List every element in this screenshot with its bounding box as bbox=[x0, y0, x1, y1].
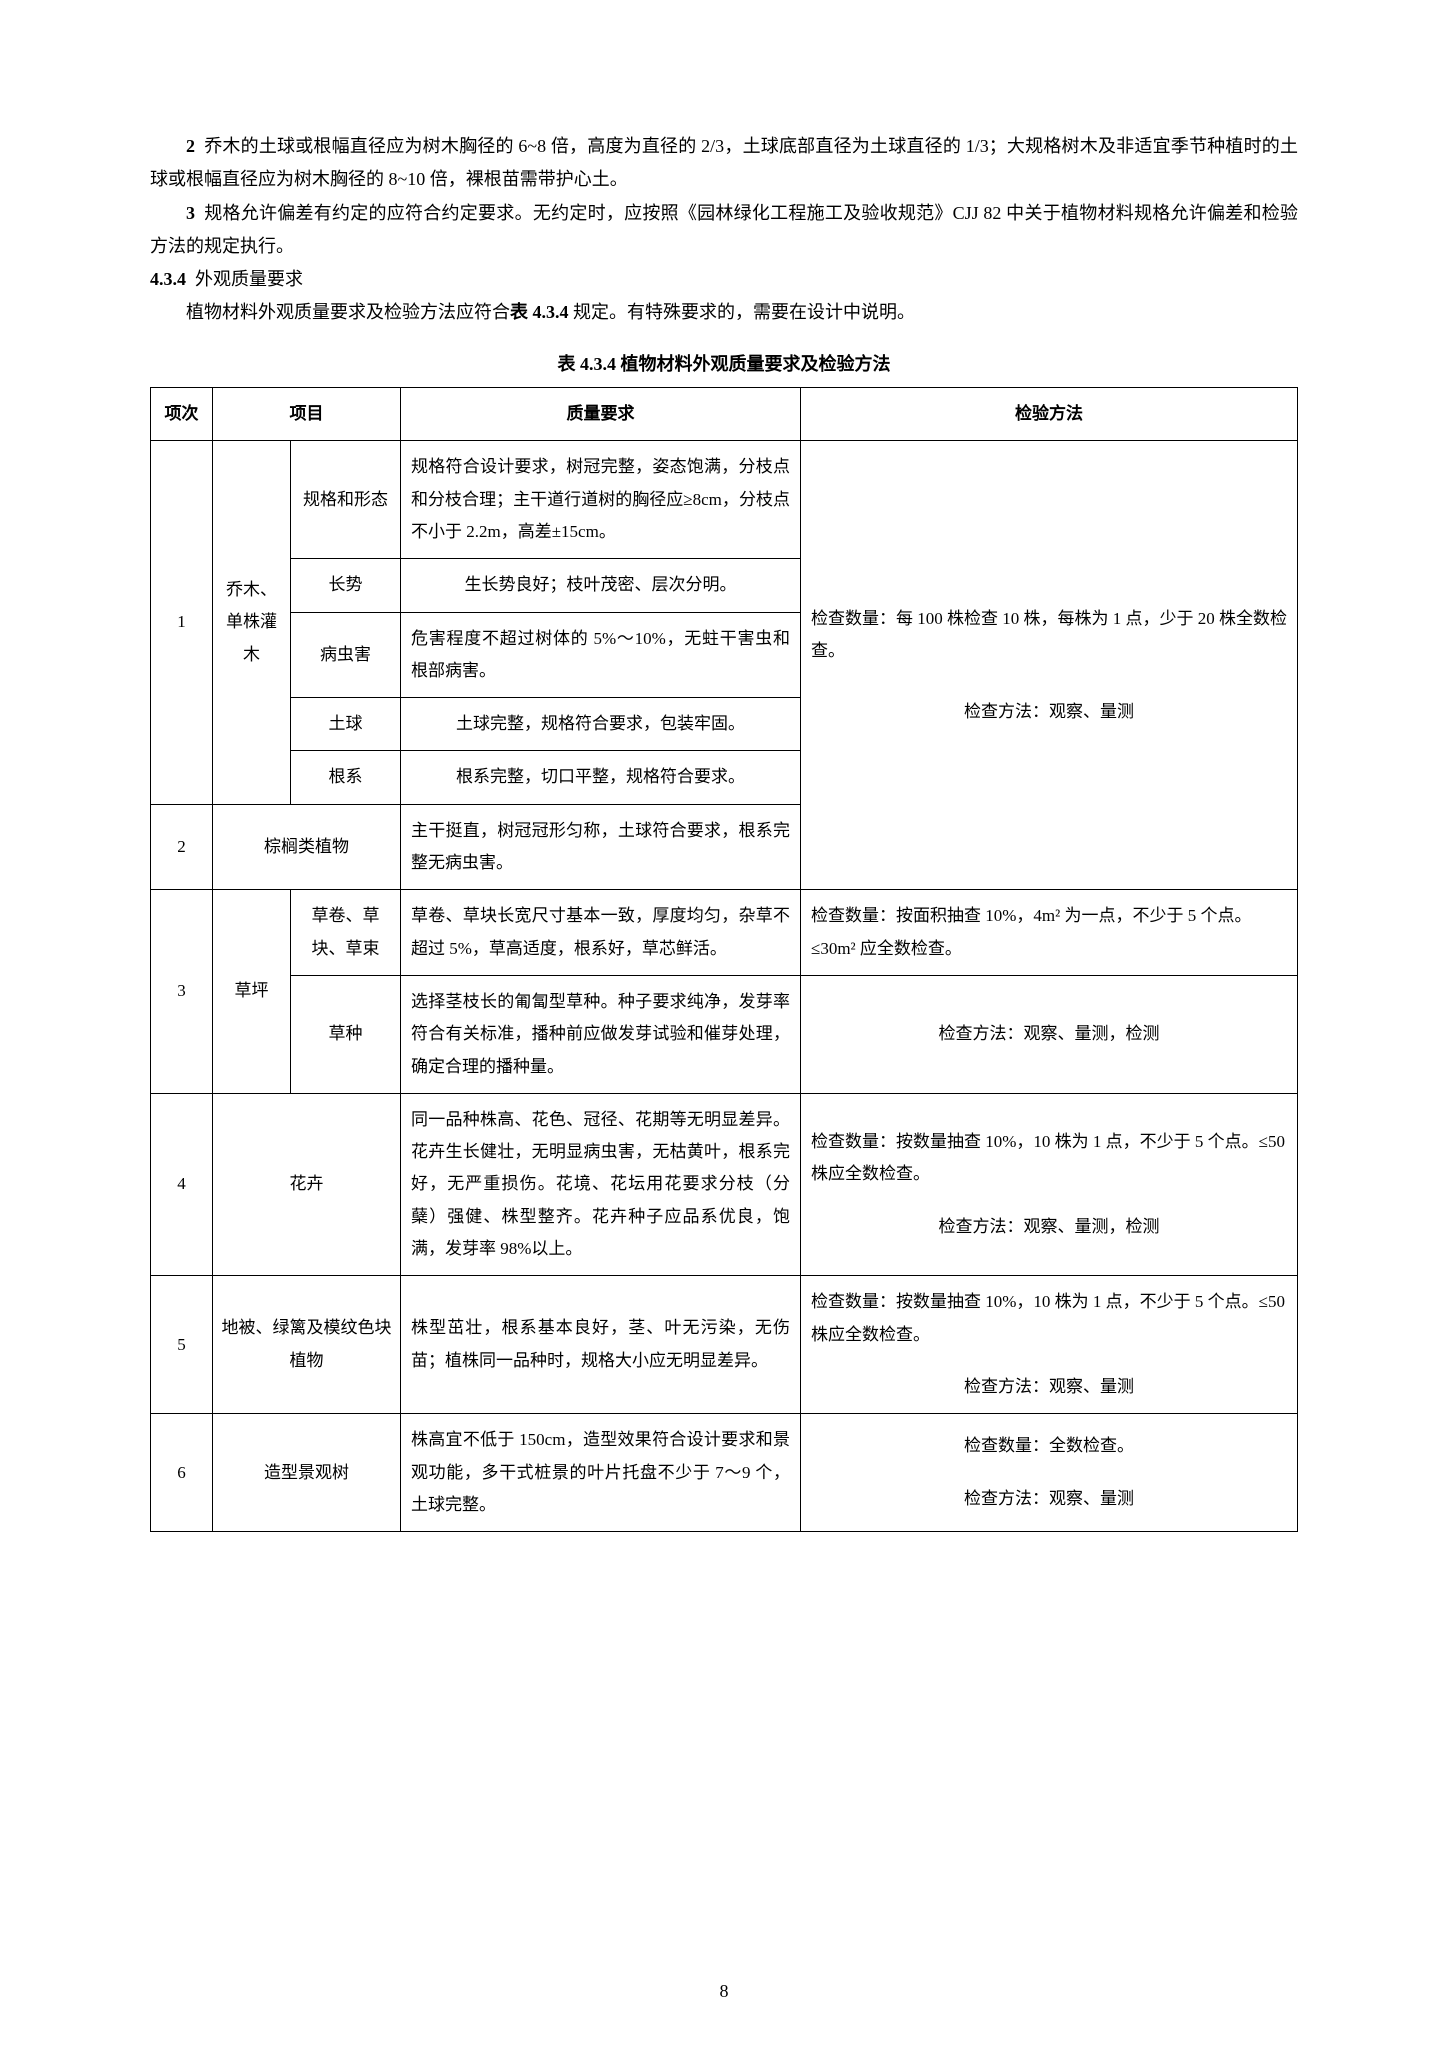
cell-requirement: 土球完整，规格符合要求，包装牢固。 bbox=[401, 698, 801, 751]
cell-category: 草坪 bbox=[213, 890, 291, 1093]
cell-subitem: 病虫害 bbox=[291, 612, 401, 698]
method-way: 检查方法：观察、量测 bbox=[811, 1371, 1287, 1403]
cell-requirement: 主干挺直，树冠冠形匀称，土球符合要求，根系完整无病虫害。 bbox=[401, 804, 801, 890]
table-ref-bold: 表 4.3.4 bbox=[510, 302, 569, 322]
method-way: 检查方法：观察、量测 bbox=[811, 1483, 1287, 1515]
cell-requirement: 生长势良好；枝叶茂密、层次分明。 bbox=[401, 559, 801, 612]
th-method: 检验方法 bbox=[801, 388, 1298, 441]
paragraph-intro: 植物材料外观质量要求及检验方法应符合表 4.3.4 规定。有特殊要求的，需要在设… bbox=[150, 296, 1298, 329]
cell-method: 检查数量：全数检查。 检查方法：观察、量测 bbox=[801, 1414, 1298, 1532]
table-row: 6 造型景观树 株高宜不低于 150cm，造型效果符合设计要求和景观功能，多干式… bbox=[151, 1414, 1298, 1532]
cell-requirement: 选择茎枝长的匍匐型草种。种子要求纯净，发芽率符合有关标准，播种前应做发芽试验和催… bbox=[401, 975, 801, 1093]
method-qty: 检查数量：全数检查。 bbox=[811, 1430, 1287, 1462]
paragraph-2: 2乔木的土球或根幅直径应为树木胸径的 6~8 倍，高度为直径的 2/3，土球底部… bbox=[150, 130, 1298, 197]
cell-requirement: 根系完整，切口平整，规格符合要求。 bbox=[401, 751, 801, 804]
document-page: 2乔木的土球或根幅直径应为树木胸径的 6~8 倍，高度为直径的 2/3，土球底部… bbox=[0, 0, 1448, 2048]
cell-method: 检查数量：每 100 株检查 10 株，每株为 1 点，少于 20 株全数检查。… bbox=[801, 441, 1298, 890]
para-text-b: 规定。有特殊要求的，需要在设计中说明。 bbox=[569, 302, 916, 322]
cell-method: 检查数量：按面积抽查 10%，4m² 为一点，不少于 5 个点。≤30m² 应全… bbox=[801, 890, 1298, 976]
cell-method: 检查方法：观察、量测，检测 bbox=[801, 975, 1298, 1093]
cell-requirement: 规格符合设计要求，树冠完整，姿态饱满，分枝点和分枝合理；主干道行道树的胸径应≥8… bbox=[401, 441, 801, 559]
method-qty: 检查数量：按数量抽查 10%，10 株为 1 点，不少于 5 个点。≤50 株应… bbox=[811, 1126, 1287, 1191]
method-way: 检查方法：观察、量测 bbox=[811, 696, 1287, 728]
cell-requirement: 危害程度不超过树体的 5%～10%，无蛀干害虫和根部病害。 bbox=[401, 612, 801, 698]
cell-method: 检查数量：按数量抽查 10%，10 株为 1 点，不少于 5 个点。≤50 株应… bbox=[801, 1276, 1298, 1414]
th-item: 项目 bbox=[213, 388, 401, 441]
cell-index: 2 bbox=[151, 804, 213, 890]
cell-index: 4 bbox=[151, 1093, 213, 1275]
cell-category: 棕榈类植物 bbox=[213, 804, 401, 890]
cell-category: 造型景观树 bbox=[213, 1414, 401, 1532]
th-requirement: 质量要求 bbox=[401, 388, 801, 441]
table-caption: 表 4.3.4 植物材料外观质量要求及检验方法 bbox=[150, 348, 1298, 381]
method-qty: 检查数量：按数量抽查 10%，10 株为 1 点，不少于 5 个点。≤50 株应… bbox=[811, 1286, 1287, 1351]
table-header-row: 项次 项目 质量要求 检验方法 bbox=[151, 388, 1298, 441]
section-heading: 4.3.4 外观质量要求 bbox=[150, 263, 1298, 296]
cell-category: 地被、绿篱及模纹色块植物 bbox=[213, 1276, 401, 1414]
cell-subitem: 土球 bbox=[291, 698, 401, 751]
quality-table: 项次 项目 质量要求 检验方法 1 乔木、单株灌木 规格和形态 规格符合设计要求… bbox=[150, 387, 1298, 1532]
table-row: 1 乔木、单株灌木 规格和形态 规格符合设计要求，树冠完整，姿态饱满，分枝点和分… bbox=[151, 441, 1298, 559]
cell-requirement: 草卷、草块长宽尺寸基本一致，厚度均匀，杂草不超过 5%，草高适度，根系好，草芯鲜… bbox=[401, 890, 801, 976]
para-text: 规格允许偏差有约定的应符合约定要求。无约定时，应按照《园林绿化工程施工及验收规范… bbox=[150, 203, 1298, 256]
table-row: 5 地被、绿篱及模纹色块植物 株型茁壮，根系基本良好，茎、叶无污染，无伤苗；植株… bbox=[151, 1276, 1298, 1414]
cell-subitem: 草种 bbox=[291, 975, 401, 1093]
cell-index: 1 bbox=[151, 441, 213, 804]
table-row: 草种 选择茎枝长的匍匐型草种。种子要求纯净，发芽率符合有关标准，播种前应做发芽试… bbox=[151, 975, 1298, 1093]
cell-subitem: 长势 bbox=[291, 559, 401, 612]
section-title: 外观质量要求 bbox=[195, 269, 303, 289]
cell-category: 花卉 bbox=[213, 1093, 401, 1275]
method-way: 检查方法：观察、量测，检测 bbox=[811, 1211, 1287, 1243]
cell-subitem: 规格和形态 bbox=[291, 441, 401, 559]
paragraph-3: 3规格允许偏差有约定的应符合约定要求。无约定时，应按照《园林绿化工程施工及验收规… bbox=[150, 197, 1298, 264]
page-number: 8 bbox=[0, 1975, 1448, 2008]
cell-subitem: 草卷、草块、草束 bbox=[291, 890, 401, 976]
section-number: 4.3.4 bbox=[150, 269, 186, 289]
cell-requirement: 株型茁壮，根系基本良好，茎、叶无污染，无伤苗；植株同一品种时，规格大小应无明显差… bbox=[401, 1276, 801, 1414]
cell-requirement: 同一品种株高、花色、冠径、花期等无明显差异。花卉生长健壮，无明显病虫害，无枯黄叶… bbox=[401, 1093, 801, 1275]
cell-index: 6 bbox=[151, 1414, 213, 1532]
cell-requirement: 株高宜不低于 150cm，造型效果符合设计要求和景观功能，多干式桩景的叶片托盘不… bbox=[401, 1414, 801, 1532]
para-num: 2 bbox=[186, 136, 195, 156]
method-qty: 检查数量：每 100 株检查 10 株，每株为 1 点，少于 20 株全数检查。 bbox=[811, 603, 1287, 668]
para-text-a: 植物材料外观质量要求及检验方法应符合 bbox=[186, 302, 510, 322]
para-text: 乔木的土球或根幅直径应为树木胸径的 6~8 倍，高度为直径的 2/3，土球底部直… bbox=[150, 136, 1298, 189]
table-row: 3 草坪 草卷、草块、草束 草卷、草块长宽尺寸基本一致，厚度均匀，杂草不超过 5… bbox=[151, 890, 1298, 976]
cell-index: 3 bbox=[151, 890, 213, 1093]
cell-subitem: 根系 bbox=[291, 751, 401, 804]
table-row: 4 花卉 同一品种株高、花色、冠径、花期等无明显差异。花卉生长健壮，无明显病虫害… bbox=[151, 1093, 1298, 1275]
cell-category: 乔木、单株灌木 bbox=[213, 441, 291, 804]
para-num: 3 bbox=[186, 203, 195, 223]
cell-index: 5 bbox=[151, 1276, 213, 1414]
th-index: 项次 bbox=[151, 388, 213, 441]
cell-method: 检查数量：按数量抽查 10%，10 株为 1 点，不少于 5 个点。≤50 株应… bbox=[801, 1093, 1298, 1275]
